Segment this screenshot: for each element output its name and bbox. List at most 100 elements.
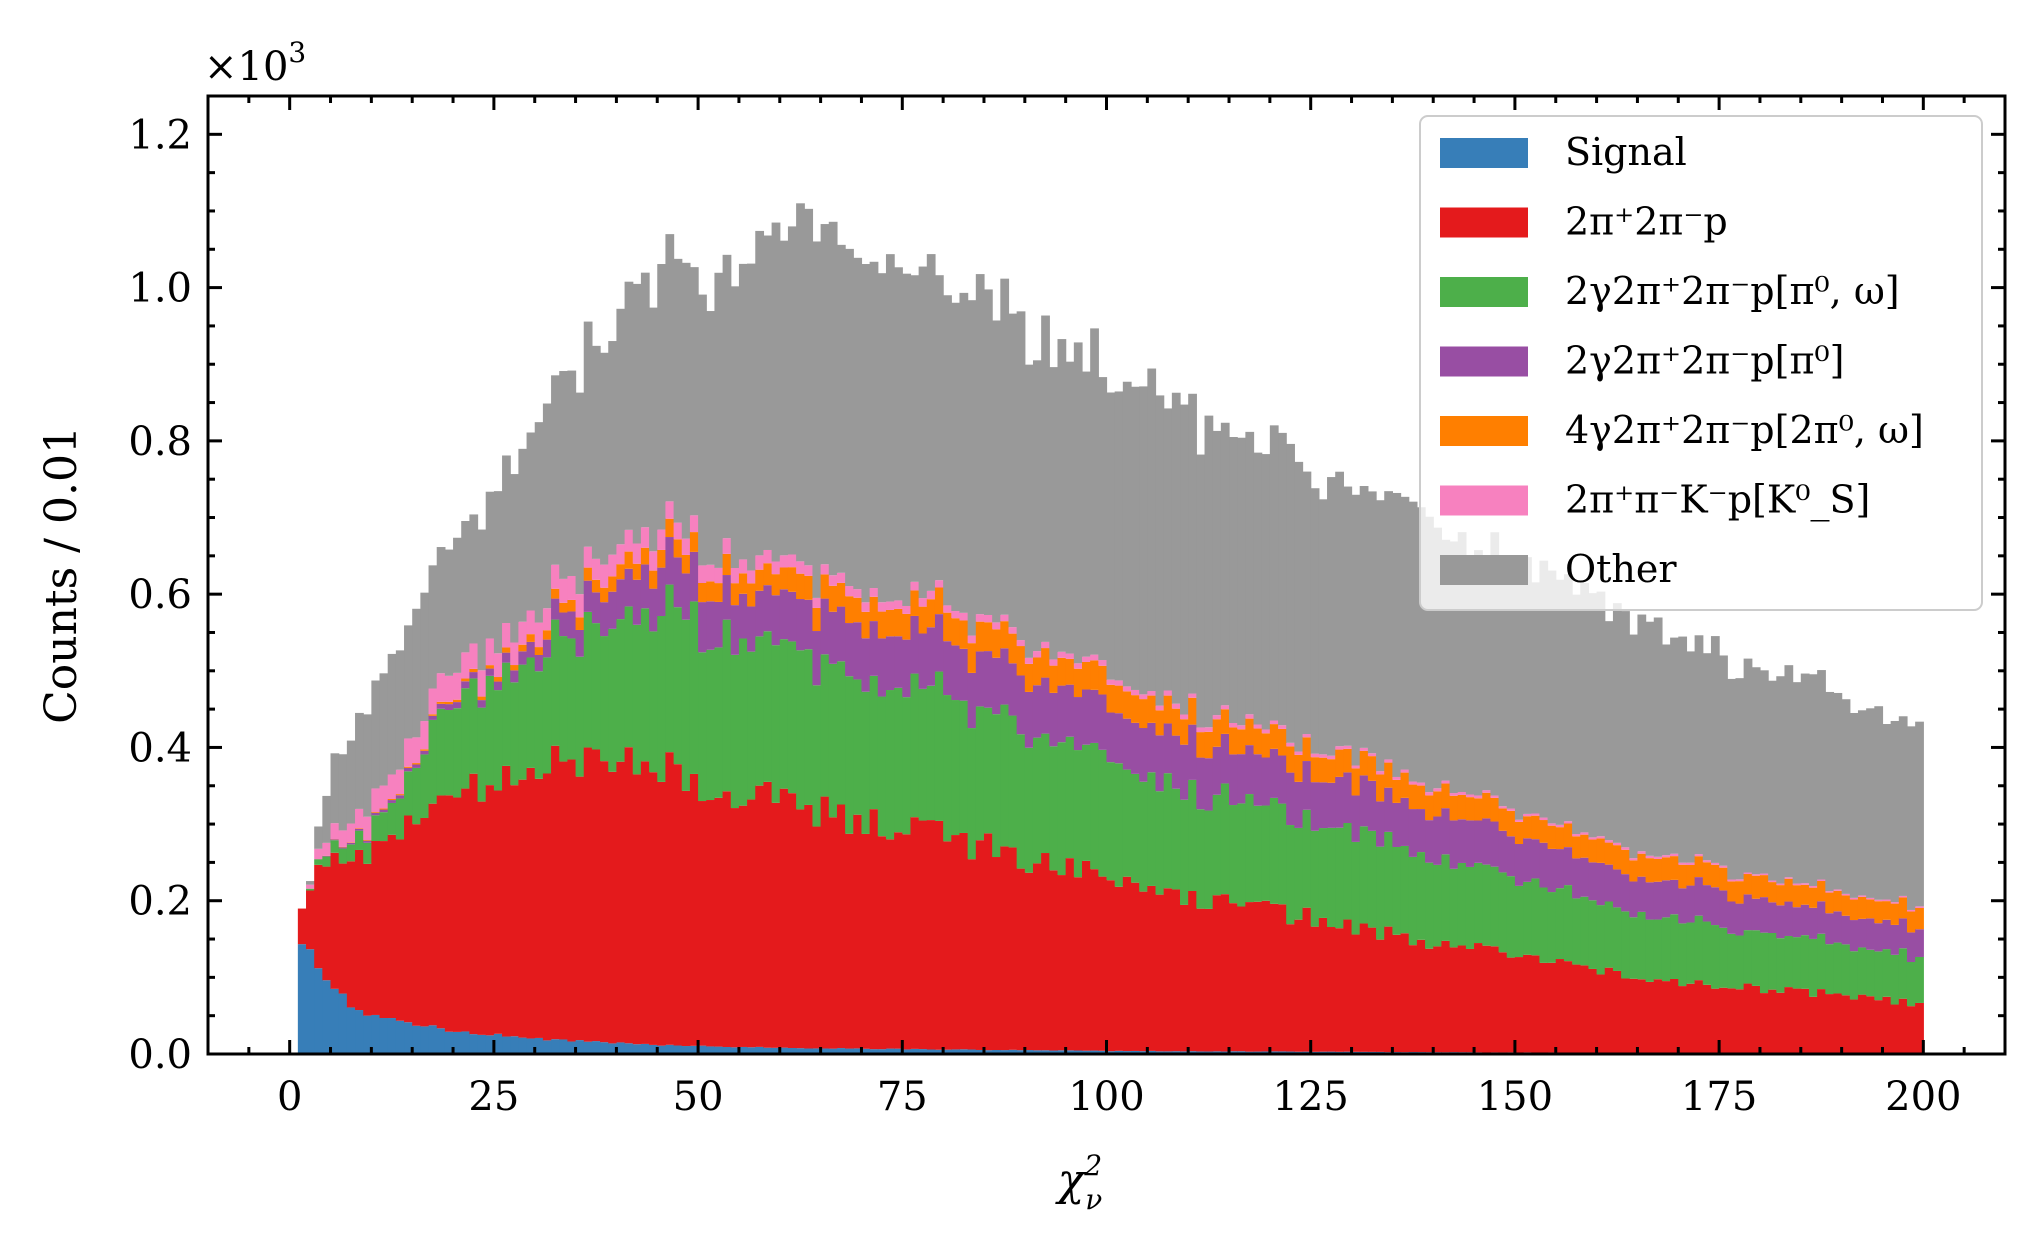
histogram-bar-5-179 [1751,874,1761,876]
histogram-bar-2-177 [1735,935,1745,990]
histogram-bar-6-81 [951,302,961,612]
histogram-bar-3-155 [1555,849,1565,889]
histogram-bar-0-70 [861,1048,871,1054]
histogram-bar-6-65 [820,224,830,565]
histogram-bar-1-34 [567,759,577,1042]
histogram-bar-3-13 [395,795,405,799]
histogram-bar-2-6 [338,848,348,864]
histogram-bar-6-30 [534,422,544,623]
histogram-bar-5-61 [787,554,797,568]
histogram-bar-3-177 [1735,903,1745,936]
histogram-bar-6-113 [1212,430,1222,716]
histogram-bar-3-163 [1621,874,1630,912]
histogram-bar-4-192 [1857,896,1867,919]
histogram-bar-6-61 [787,226,797,555]
histogram-bar-4-113 [1212,719,1222,747]
histogram-bar-6-193 [1866,708,1875,898]
histogram-bar-6-2 [306,881,315,885]
histogram-bar-3-133 [1376,801,1385,847]
histogram-bar-0-78 [926,1049,936,1054]
histogram-bar-0-88 [1008,1049,1018,1054]
histogram-bar-3-15 [412,764,421,768]
histogram-bar-5-130 [1351,765,1361,769]
histogram-bar-2-17 [428,719,438,804]
histogram-bar-2-168 [1661,917,1671,982]
histogram-bar-4-18 [436,701,446,704]
histogram-bar-4-186 [1808,887,1818,908]
histogram-bar-2-87 [1000,704,1010,847]
histogram-bar-3-52 [714,601,724,648]
histogram-bar-0-7 [346,1007,356,1054]
histogram-bar-5-31 [542,608,552,631]
histogram-bar-2-35 [575,656,585,777]
histogram-bar-4-108 [1171,708,1181,736]
histogram-bar-6-29 [526,432,536,611]
histogram-bar-5-55 [738,559,748,574]
histogram-bar-2-142 [1449,868,1459,948]
histogram-bar-2-46 [665,584,675,753]
histogram-bar-2-75 [902,697,912,835]
histogram-bar-6-73 [885,254,895,602]
histogram-bar-5-70 [861,602,871,612]
histogram-bar-2-60 [779,639,789,789]
histogram-bar-1-163 [1621,978,1630,1053]
histogram-bar-2-42 [632,624,642,775]
histogram-bar-3-140 [1433,816,1442,865]
histogram-bar-6-186 [1808,674,1818,886]
histogram-bar-4-191 [1849,899,1859,921]
histogram-bar-6-190 [1841,699,1851,894]
histogram-bar-6-107 [1163,408,1173,691]
histogram-bar-5-82 [959,612,969,621]
legend-swatch [1440,277,1528,307]
histogram-bar-0-52 [714,1046,724,1054]
histogram-bar-3-157 [1572,858,1581,899]
histogram-bar-0-79 [934,1049,944,1054]
histogram-bar-3-83 [967,672,977,729]
histogram-bar-3-24 [485,668,495,676]
histogram-bar-3-19 [444,704,454,711]
histogram-bar-2-176 [1727,933,1737,989]
histogram-bar-4-154 [1547,825,1557,849]
histogram-bar-2-193 [1866,949,1875,997]
histogram-bar-6-80 [943,295,952,606]
histogram-bar-5-132 [1367,753,1377,757]
histogram-bar-0-57 [755,1046,765,1054]
histogram-bar-6-122 [1286,443,1295,743]
histogram-bar-2-18 [436,708,446,796]
histogram-bar-0-49 [689,1045,699,1054]
histogram-bar-1-78 [926,820,936,1050]
histogram-bar-0-91 [1032,1050,1042,1054]
histogram-bar-3-6 [338,847,348,849]
histogram-bar-3-190 [1841,915,1851,945]
histogram-bar-2-5 [330,840,340,853]
histogram-bar-5-36 [583,546,593,568]
histogram-bar-4-69 [853,597,863,623]
histogram-bar-4-21 [461,678,470,682]
histogram-bar-5-90 [1024,657,1034,664]
histogram-bar-5-46 [665,501,675,519]
histogram-bar-3-29 [526,641,536,658]
histogram-bar-1-137 [1408,945,1418,1053]
histogram-bar-4-117 [1245,718,1255,746]
histogram-bar-4-22 [469,668,479,673]
histogram-bar-1-191 [1849,999,1859,1054]
histogram-bar-0-5 [330,988,340,1054]
histogram-bar-1-143 [1457,945,1467,1053]
x-tick-label: 200 [1885,1074,1961,1120]
histogram-bar-4-44 [649,570,658,589]
histogram-bar-1-55 [738,805,748,1047]
histogram-bar-4-149 [1506,810,1516,837]
histogram-bar-6-64 [812,241,822,598]
histogram-bar-3-77 [918,633,928,689]
histogram-bar-3-12 [387,800,397,803]
histogram-bar-4-30 [534,647,544,655]
histogram-bar-5-92 [1041,641,1050,649]
histogram-bar-6-181 [1768,680,1777,881]
histogram-bar-5-69 [853,589,863,598]
histogram-bar-2-122 [1286,825,1295,925]
histogram-bar-6-67 [836,244,846,573]
histogram-bar-3-90 [1024,691,1034,748]
histogram-bar-4-20 [453,699,462,703]
y-tick-label: 0.4 [128,725,192,771]
histogram-bar-3-178 [1743,894,1753,931]
